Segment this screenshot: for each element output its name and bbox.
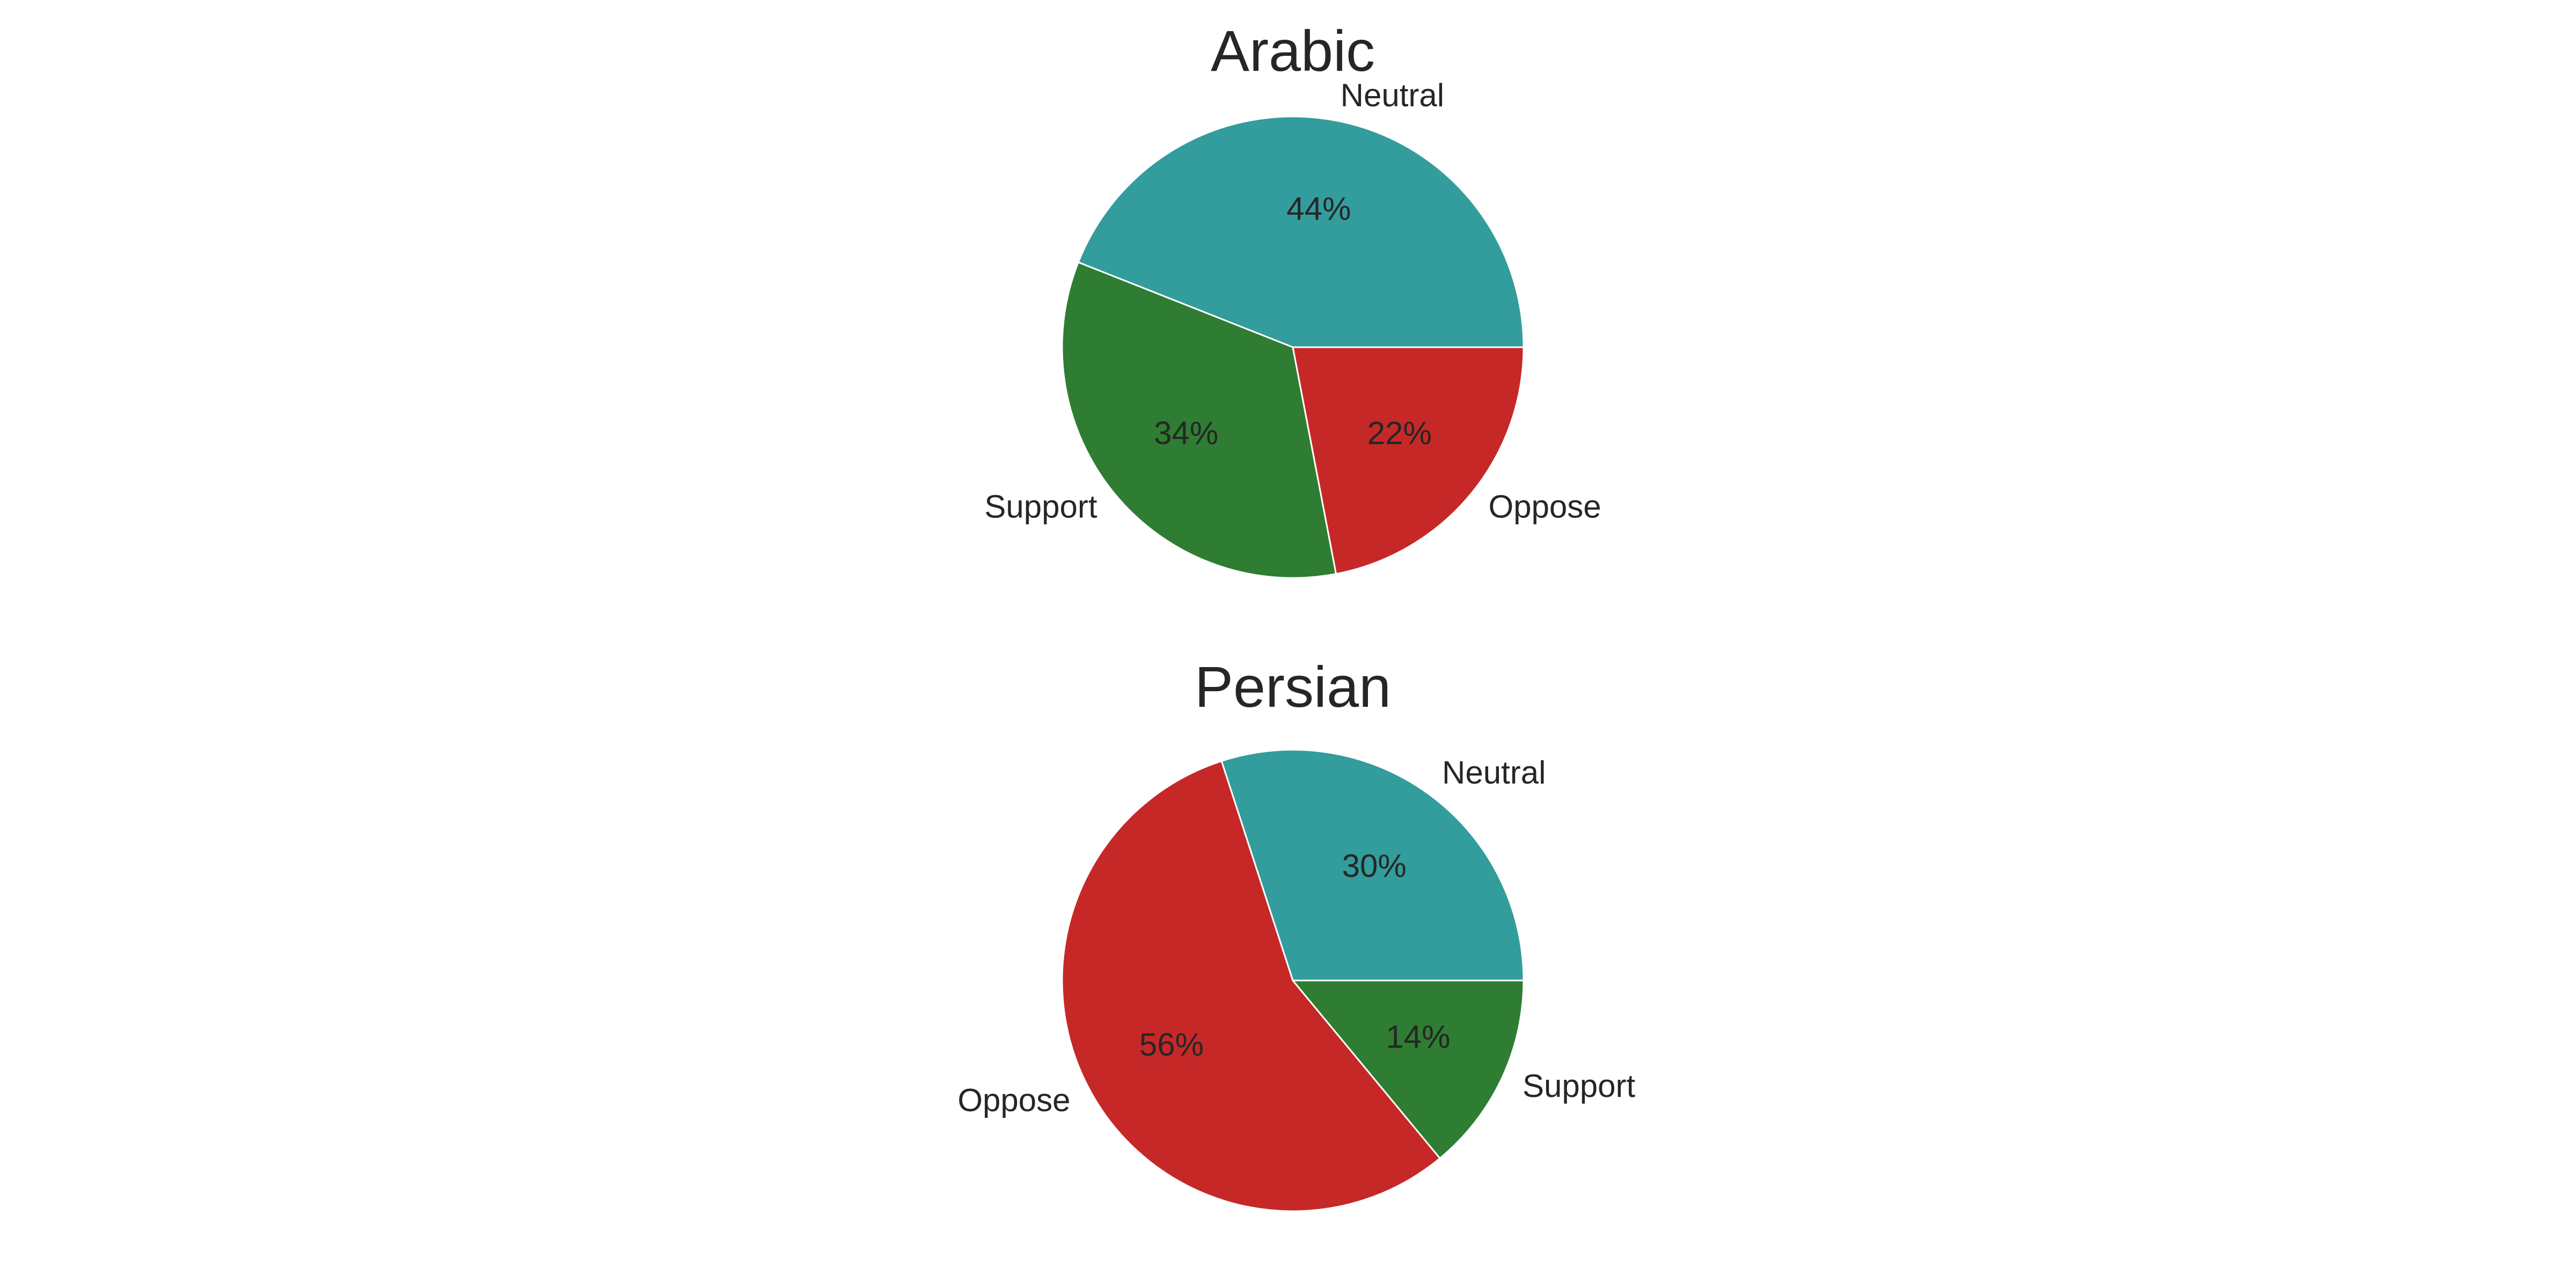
chart-title: Arabic: [1211, 18, 1375, 83]
percent-label-support: 14%: [1386, 1019, 1450, 1055]
percent-label-neutral: 30%: [1342, 848, 1407, 884]
pie-slice-oppose: [1061, 760, 1441, 1212]
pie-slice-oppose: [1292, 346, 1525, 575]
pie-slice-support: [1292, 979, 1525, 1159]
slice-label-support: Support: [1523, 1068, 1635, 1104]
pie-slices: [1061, 115, 1525, 579]
pie-slice-neutral: [1220, 749, 1525, 982]
slice-label-neutral: Neutral: [1442, 755, 1546, 791]
pie-labels: Neutral 44% Support 34% Oppose 22%: [984, 77, 1601, 524]
percent-label-support: 34%: [1154, 415, 1218, 451]
pie-labels: Neutral 30% Oppose 56% Support 14%: [957, 755, 1635, 1118]
percent-label-oppose: 56%: [1139, 1027, 1204, 1063]
chart-title: Persian: [1195, 654, 1391, 719]
pie-chart-arabic: Arabic Neutral 44% Support 34% Oppose 22%: [984, 18, 1601, 579]
pie-slice-support: [1061, 261, 1337, 579]
pie-slices: [1061, 749, 1525, 1212]
pie-chart-persian: Persian Neutral 30% Oppose 56% Support 14%: [957, 654, 1635, 1212]
slice-label-support: Support: [984, 488, 1097, 524]
slice-label-oppose: Oppose: [957, 1082, 1070, 1118]
percent-label-neutral: 44%: [1286, 191, 1351, 226]
percent-label-oppose: 22%: [1367, 415, 1432, 451]
slice-label-oppose: Oppose: [1488, 488, 1601, 524]
pie-slice-neutral: [1077, 115, 1525, 348]
slice-label-neutral: Neutral: [1341, 77, 1444, 113]
